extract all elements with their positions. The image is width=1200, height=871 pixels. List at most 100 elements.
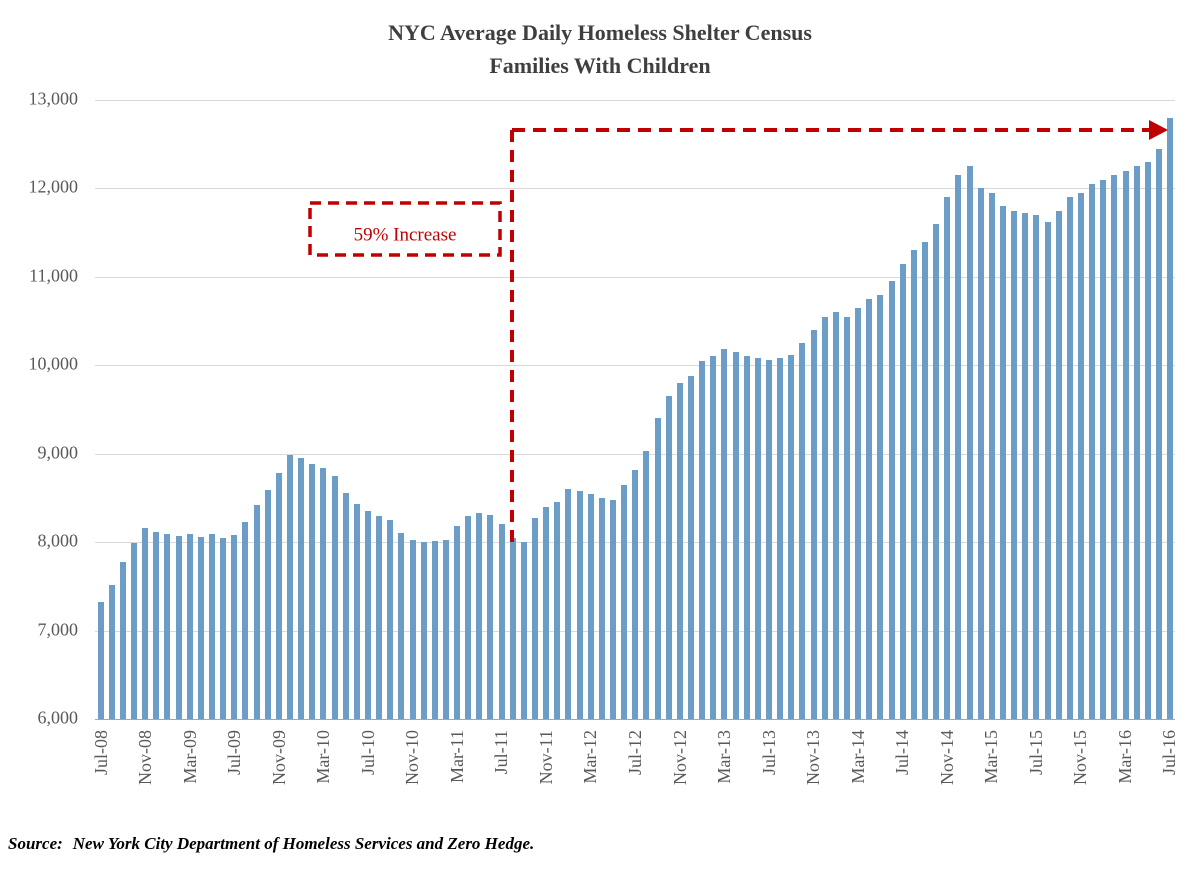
bar-Jun-16 — [1155, 148, 1162, 719]
bar-slot — [1009, 100, 1020, 719]
bar-slot — [619, 100, 630, 719]
bar-slot — [396, 100, 407, 719]
bar-slot — [284, 100, 295, 719]
bar-slot — [574, 100, 585, 719]
bar-Mar-13 — [721, 349, 728, 719]
bar-slot — [652, 100, 663, 719]
bar-slot — [808, 100, 819, 719]
x-axis-label: Nov-15 — [1070, 730, 1091, 785]
bar-Jan-11 — [431, 541, 438, 719]
bar-May-09 — [208, 534, 215, 719]
bar-slot — [1098, 100, 1109, 719]
gridline — [95, 719, 1175, 720]
bar-Sep-13 — [788, 354, 795, 719]
bar-Sep-11 — [520, 542, 527, 719]
bar-slot — [463, 100, 474, 719]
bar-slot — [685, 100, 696, 719]
source-label: Source: — [8, 834, 63, 853]
bar-Nov-08 — [142, 528, 149, 719]
y-axis-label: 7,000 — [37, 619, 79, 640]
gridline — [95, 365, 1175, 367]
bar-slot — [1165, 100, 1176, 719]
bar-Oct-09 — [264, 489, 271, 719]
bar-Jun-11 — [487, 514, 494, 719]
bar-slot — [908, 100, 919, 719]
bar-Jul-10 — [364, 511, 371, 719]
bar-Jan-12 — [565, 489, 572, 719]
bar-slot — [596, 100, 607, 719]
x-axis-label: Jul-15 — [1025, 730, 1046, 775]
bar-Mar-14 — [855, 307, 862, 719]
x-axis-label: Mar-13 — [714, 730, 735, 784]
bar-Dec-12 — [688, 375, 695, 719]
bar-slot — [385, 100, 396, 719]
bar-Jul-15 — [1033, 214, 1040, 719]
y-axis: 6,000 7,000 8,000 9,000 10,000 11,000 12,000 13… — [0, 88, 88, 727]
bar-Aug-10 — [376, 515, 383, 719]
bar-slot — [919, 100, 930, 719]
bar-Apr-11 — [465, 515, 472, 719]
x-axis-label: Jul-16 — [1159, 730, 1180, 775]
bar-Oct-13 — [799, 343, 806, 719]
bar-Jan-14 — [832, 312, 839, 719]
bar-slot — [1020, 100, 1031, 719]
bar-slot — [719, 100, 730, 719]
bar-slot — [318, 100, 329, 719]
arrowhead-icon — [1149, 120, 1168, 140]
y-axis-label: 8,000 — [37, 530, 79, 551]
x-axis-label: Mar-14 — [847, 730, 868, 784]
bar-slot — [741, 100, 752, 719]
bar-Jan-15 — [966, 166, 973, 719]
bar-slot — [296, 100, 307, 719]
bar-Jul-08 — [97, 602, 104, 719]
bar-slot — [641, 100, 652, 719]
bar-slot — [218, 100, 229, 719]
bar-slot — [786, 100, 797, 719]
bar-Sep-12 — [654, 418, 661, 719]
bar-slot — [763, 100, 774, 719]
bar-May-13 — [743, 356, 750, 719]
x-axis-label: Jul-13 — [758, 730, 779, 775]
bar-Dec-08 — [153, 531, 160, 719]
bar-slot — [273, 100, 284, 719]
bar-Dec-10 — [420, 542, 427, 719]
bar-Sep-08 — [119, 561, 126, 719]
bar-Mar-11 — [454, 526, 461, 719]
bar-Feb-10 — [309, 464, 316, 719]
annotation-overlay: 59% Increase — [308, 120, 1168, 542]
x-axis-label: Jul-08 — [90, 730, 111, 775]
bar-slot — [1042, 100, 1053, 719]
bar-Jan-16 — [1100, 179, 1107, 719]
bar-slot — [541, 100, 552, 719]
x-axis-label: Nov-14 — [936, 730, 957, 785]
bar-Nov-09 — [275, 473, 282, 719]
bar-slot — [1120, 100, 1131, 719]
bar-Dec-15 — [1089, 184, 1096, 719]
bar-slot — [329, 100, 340, 719]
bar-slot — [797, 100, 808, 719]
bar-slot — [853, 100, 864, 719]
x-axis-label: Nov-08 — [135, 730, 156, 785]
title-block: NYC Average Daily Homeless Shelter Censu… — [0, 16, 1200, 82]
bar-slot — [229, 100, 240, 719]
plot-area: 59% Increase — [95, 100, 1176, 720]
y-axis-label: 9,000 — [37, 442, 79, 463]
bar-slot — [931, 100, 942, 719]
bar-Jan-13 — [699, 360, 706, 719]
bar-slot — [251, 100, 262, 719]
bar-Jul-13 — [766, 359, 772, 719]
x-axis-label: Nov-13 — [803, 730, 824, 785]
bar-slot — [975, 100, 986, 719]
bar-slot — [697, 100, 708, 719]
bar-slot — [1109, 100, 1120, 719]
increase-annotation-label: 59% Increase — [354, 224, 457, 245]
y-axis-label: 12,000 — [28, 176, 79, 197]
gridline — [95, 188, 1175, 190]
bar-Dec-13 — [821, 316, 828, 719]
x-axis-label: Mar-12 — [580, 730, 601, 784]
bar-Jul-16 — [1167, 117, 1174, 719]
bar-Nov-11 — [543, 506, 550, 719]
bar-Feb-11 — [442, 539, 449, 719]
bar-Aug-08 — [108, 585, 115, 719]
bar-Mar-16 — [1122, 170, 1129, 719]
